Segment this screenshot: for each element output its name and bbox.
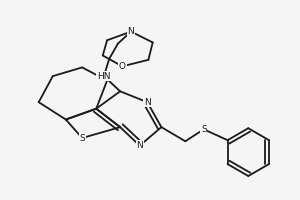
Text: HN: HN bbox=[97, 72, 111, 81]
Text: S: S bbox=[79, 134, 85, 143]
Text: N: N bbox=[144, 98, 151, 107]
Text: N: N bbox=[136, 141, 143, 150]
Text: N: N bbox=[128, 27, 134, 36]
Text: S: S bbox=[201, 125, 207, 134]
Text: O: O bbox=[119, 62, 126, 71]
